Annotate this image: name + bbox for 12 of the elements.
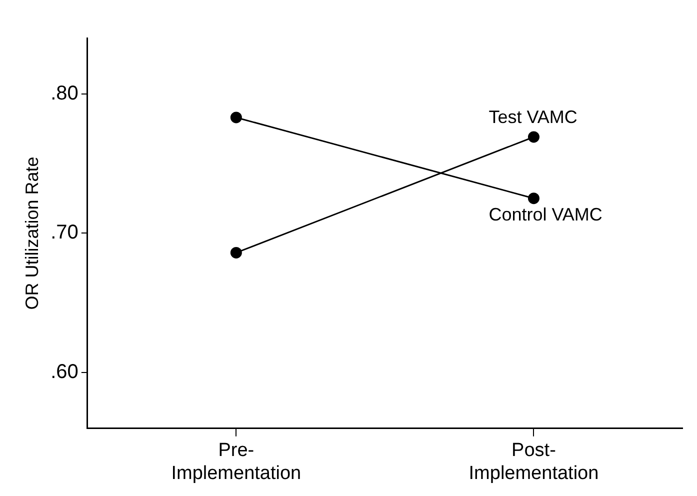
point — [528, 192, 540, 204]
x-tick-label: Pre-Implementation — [171, 440, 302, 484]
y-tick-label: .70 — [50, 222, 78, 244]
x-tick-label: Post-Implementation — [468, 440, 599, 484]
y-tick-label: .80 — [50, 82, 78, 104]
y-axis-title: OR Utilization Rate — [22, 156, 42, 310]
y-tick-label: .60 — [50, 361, 78, 384]
series-label: Control VAMC — [488, 204, 602, 224]
point — [230, 246, 242, 258]
point — [230, 112, 242, 124]
series-label: Test VAMC — [488, 106, 578, 127]
point — [528, 131, 540, 143]
